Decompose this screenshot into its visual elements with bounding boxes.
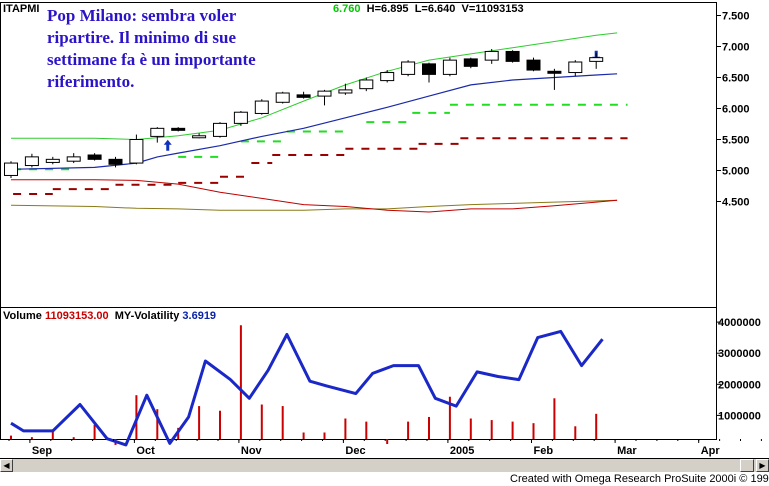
olive-moving-average [10,199,618,211]
candle-up [484,50,499,61]
volatility-series [10,329,604,447]
candle-up [568,61,583,74]
candle-down [547,70,562,74]
comment-line: settimane fa è un importante [47,50,256,69]
candle-up [45,158,60,163]
indicator-label: MY-Volatility [114,310,180,322]
y-tick-label: 7.000 [722,42,750,54]
candle-down [526,59,541,71]
candle-up [192,135,207,139]
high-value: H=6.895 [366,3,409,15]
volume-legend-value: 11093153.00 [44,310,109,322]
y-tick-label: 6.500 [722,73,750,85]
comment-line: riferimento. [47,72,135,91]
scrollbar-thumb[interactable] [740,459,754,472]
x-tick-label: Nov [241,445,263,457]
symbol-label: ITAPMI [3,3,40,15]
ohlc-readout: 6.760 H=6.895 L=6.640 V=11093153 [333,3,524,15]
y-tick-label: 5.000 [722,166,750,178]
candle-down [87,154,102,160]
candle-up [129,139,144,164]
y-tick-label: 4.500 [722,197,750,209]
price-chart: 7.500 7.000 6.500 6.000 5.500 5.000 4.500 4000… [0,2,769,459]
candle-up [317,90,332,97]
y-tick-label: 5.500 [722,135,750,147]
volatility-line [10,329,604,447]
x-tick-label: Feb [534,445,554,457]
candle-up [380,72,395,82]
open-value: 6.760 [333,3,361,15]
x-tick-label: Apr [701,445,721,457]
arrow-right-icon: ▶ [759,461,766,470]
credit-footer: Created with Omega Research ProSuite 200… [510,473,769,485]
x-tick-label: Dec [345,445,365,457]
candle-down [171,127,186,131]
low-value: L=6.640 [414,3,456,15]
candle-up [150,127,165,137]
x-axis: Sep Oct Nov Dec 2005 Feb Mar Apr [8,439,762,457]
volume-y-axis: 4000000 3000000 2000000 1000000 [716,317,761,422]
candle-up [338,89,353,94]
candle-down [463,58,478,67]
candles [4,48,604,178]
candle-up [66,156,81,162]
scroll-right-button[interactable]: ▶ [756,459,769,472]
candle-up [254,100,269,114]
x-tick-label: 2005 [450,445,474,457]
volume-tick-label: 1000000 [718,410,761,422]
red-moving-average [11,179,618,213]
y-tick-label: 7.500 [722,11,750,23]
candle-up [4,162,18,176]
candle-up [401,61,416,75]
analyst-comment: Pop Milano: sembra voler ripartire. Il m… [47,5,312,93]
x-tick-label: Sep [32,445,52,457]
horizontal-scrollbar[interactable]: ◀ ▶ [0,459,769,472]
arrow-up-icon [163,139,172,151]
volume-legend: Volume 11093153.00 MY-Volatility 3.6919 [3,310,216,322]
volume-tick-label: 4000000 [718,317,761,329]
chart-frame [0,2,769,459]
candle-up [359,79,374,90]
candle-up [589,57,604,62]
blue-moving-average [10,73,618,170]
volume-tick-label: 3000000 [718,348,761,360]
comment-line: ripartire. Il minimo di sue [47,28,237,47]
y-tick-label: 6.000 [722,104,750,116]
indicator-value: 3.6919 [182,310,217,322]
x-tick-label: Mar [617,445,637,457]
volume-tick-label: 2000000 [718,379,761,391]
volume-label: Volume [3,310,42,322]
candle-up [275,92,290,103]
x-tick-label: Oct [136,445,155,457]
candle-down [296,94,311,98]
candle-up [24,156,39,167]
candle-down [422,63,436,75]
candle-up [442,59,457,75]
candle-up [213,122,227,137]
comment-line: Pop Milano: sembra voler [47,6,237,25]
candle-up [233,111,248,124]
scroll-left-button[interactable]: ◀ [0,459,13,472]
volume-panel-border [0,307,717,440]
candle-down [108,158,123,165]
price-y-axis: 7.500 7.000 6.500 6.000 5.500 5.000 4.500 [716,11,750,209]
arrow-left-icon: ◀ [3,461,10,470]
candle-down [505,50,520,62]
volume-value: V=11093153 [461,3,524,15]
